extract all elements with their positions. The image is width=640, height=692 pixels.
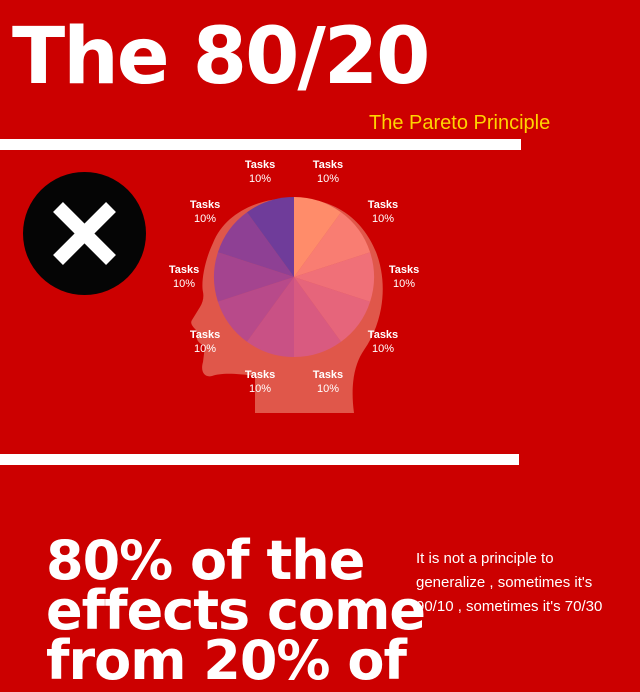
pie-slice-label: Tasks 10% (298, 368, 358, 396)
pie-slice (294, 197, 342, 277)
slice-value-label: 10% (371, 213, 394, 226)
slice-category-label: Tasks (312, 159, 344, 172)
pie-slice (213, 252, 294, 302)
pie-slice-label: Tasks 10% (230, 368, 290, 396)
slice-value-label: 10% (371, 342, 394, 355)
top-divider (0, 139, 521, 150)
note-text: It is not a principle to generalize , so… (416, 550, 603, 615)
slice-category-label: Tasks (367, 328, 399, 341)
slice-category-label: Tasks (312, 368, 344, 381)
pie-slice (294, 277, 371, 342)
slice-category-label: Tasks (388, 264, 420, 276)
pie-slice-label: Tasks 10% (353, 328, 413, 356)
pie-slice-label: Tasks 10% (175, 328, 235, 356)
slice-value-label: 10% (316, 382, 339, 395)
slice-category-label: Tasks (189, 199, 221, 212)
page-title: The 80/20 (12, 12, 430, 102)
headline-text: 80% of the effects come from 20% of (46, 529, 426, 692)
page-subtitle: The Pareto Principle (369, 112, 551, 134)
slice-value-label: 10% (316, 173, 339, 186)
slice-value-label: 10% (193, 213, 217, 226)
slice-category-label: Tasks (367, 199, 399, 212)
pie-slice (294, 277, 342, 357)
slice-category-label: Tasks (189, 328, 221, 341)
pie-slice (246, 277, 294, 357)
slice-category-label: Tasks (244, 368, 276, 381)
pie-slice-label: Tasks 10% (154, 263, 214, 291)
pie-slice-label: Tasks 10% (230, 158, 290, 186)
pie-slice (294, 212, 371, 277)
bottom-divider (0, 454, 519, 465)
slice-value-label: 10% (248, 173, 272, 186)
slice-value-label: 10% (193, 342, 217, 355)
pie-slice-label: Tasks 10% (175, 198, 235, 226)
close-icon (23, 172, 146, 295)
pie-slice (294, 252, 375, 302)
pie-slice (217, 277, 294, 342)
slice-value-label: 10% (172, 278, 196, 290)
head-pie-figure (191, 197, 383, 413)
pie-slice-label: Tasks 10% (374, 263, 434, 291)
pie-slice-label: Tasks 10% (298, 158, 358, 186)
slice-category-label: Tasks (244, 159, 276, 172)
slice-value-label: 10% (248, 382, 272, 395)
slice-category-label: Tasks (168, 264, 200, 276)
pie-slice (246, 197, 294, 277)
pie-slice (217, 212, 294, 277)
pie-slice-label: Tasks 10% (353, 198, 413, 226)
pie-chart (213, 197, 375, 357)
slice-value-label: 10% (392, 278, 416, 290)
